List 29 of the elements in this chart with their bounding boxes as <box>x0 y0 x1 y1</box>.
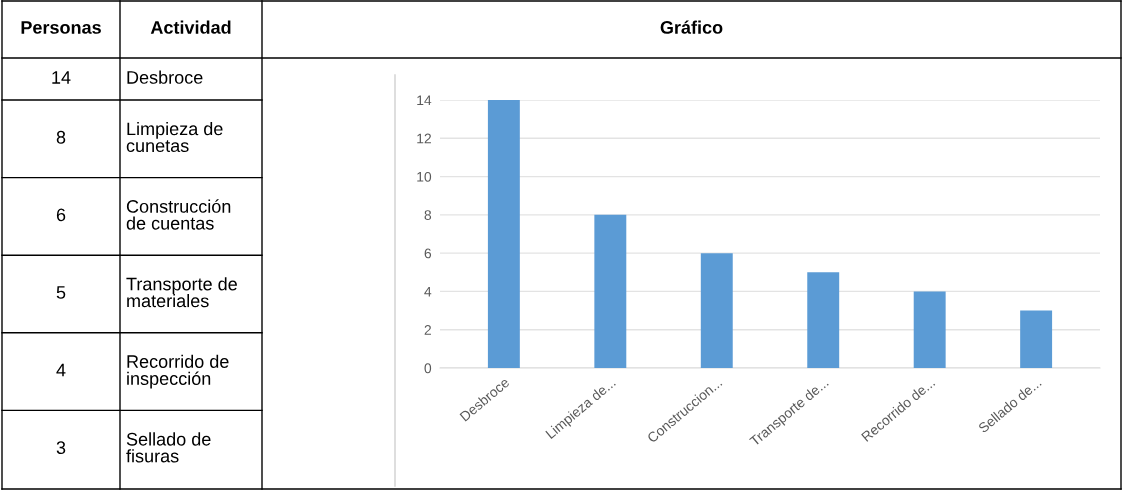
y-tick-label: 10 <box>417 171 432 182</box>
bar <box>913 291 946 368</box>
y-tick-label: 8 <box>424 210 432 221</box>
y-tick-label: 0 <box>424 363 432 374</box>
text: Personas <box>21 21 101 34</box>
text: 5 <box>56 286 66 299</box>
text: 3 <box>56 441 66 455</box>
y-tick-label: 6 <box>424 248 432 259</box>
text: Construcción de cuentas <box>126 199 231 230</box>
y-tick-label: 14 <box>417 95 432 106</box>
text: 6 <box>56 208 66 222</box>
y-tick-label: 4 <box>424 286 432 297</box>
text: Sellado de fisuras <box>126 432 211 463</box>
text: 4 <box>56 363 66 377</box>
y-tick-label: 12 <box>417 133 431 144</box>
bar <box>594 214 627 368</box>
y-tick-label: 2 <box>424 325 431 335</box>
text: Actividad <box>150 20 231 34</box>
bar <box>700 253 733 368</box>
text: Recorrido de inspección <box>127 354 229 389</box>
chart-title: Gráfico <box>660 20 723 34</box>
text: Limpieza de cunetas <box>126 121 223 153</box>
bar <box>487 100 520 368</box>
text: Transporte de materiales <box>126 277 237 308</box>
text: 8 <box>56 130 66 144</box>
text: Desbroce <box>127 70 203 84</box>
bar <box>807 272 840 368</box>
bar <box>1020 310 1053 368</box>
text: 14 <box>52 71 71 84</box>
